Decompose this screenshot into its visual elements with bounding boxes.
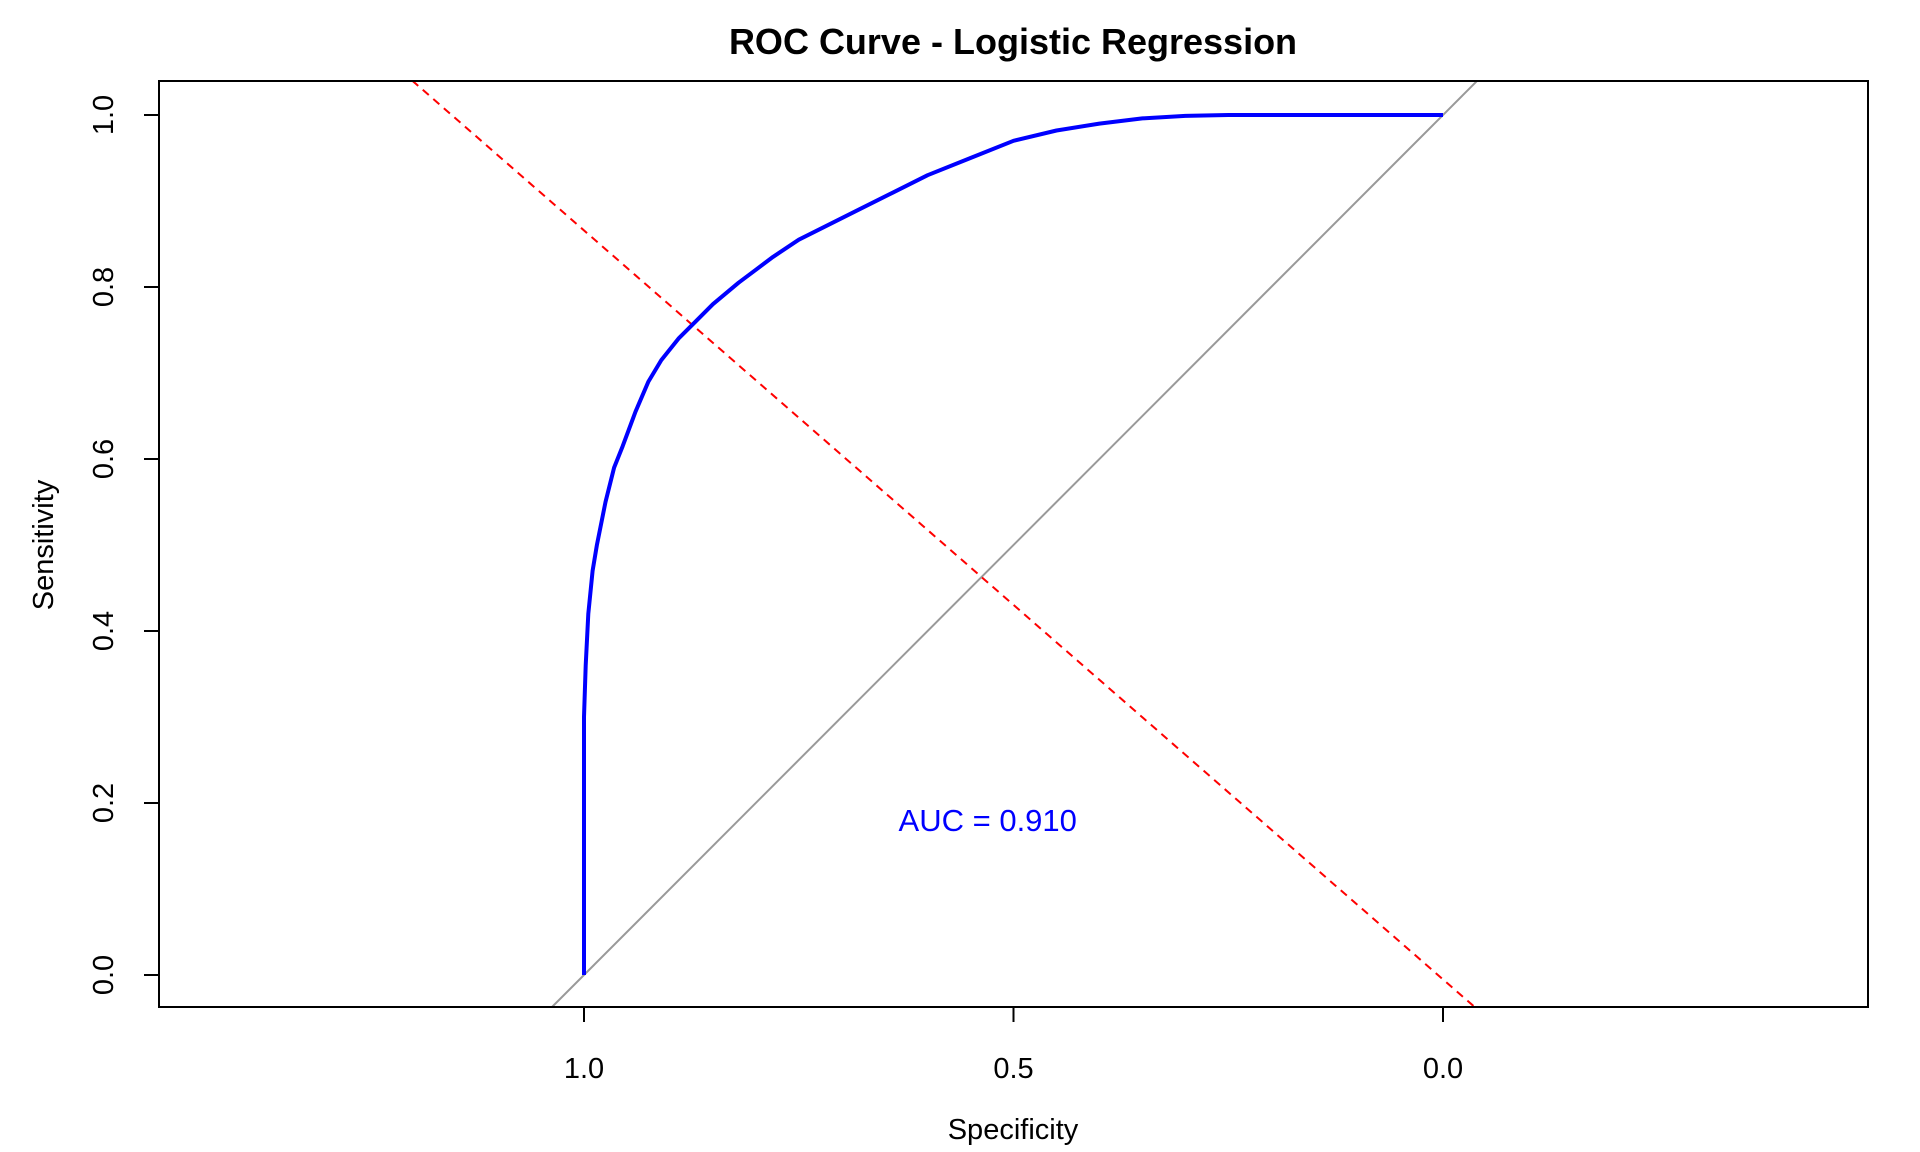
roc-curve-line (582, 113, 1443, 975)
y-tick-label: 1.0 (88, 95, 120, 135)
x-tick-label: 0.5 (993, 1053, 1033, 1085)
y-tick-label: 0.8 (88, 267, 120, 307)
auc-annotation: AUC = 0.910 (899, 803, 1077, 838)
y-axis-label: Sensitivity (28, 479, 60, 610)
chart-title: ROC Curve - Logistic Regression (729, 21, 1297, 62)
y-tick-label: 0.0 (88, 955, 120, 995)
reference-dashed-line (411, 81, 1477, 1007)
x-tick-label: 1.0 (564, 1053, 604, 1085)
x-tick-label: 0.0 (1423, 1053, 1463, 1085)
y-tick-label: 0.2 (88, 783, 120, 823)
y-tick-label: 0.6 (88, 439, 120, 479)
y-tick-label: 0.4 (88, 611, 120, 651)
chance-diagonal-line (550, 81, 1479, 1007)
x-axis-label: Specificity (948, 1114, 1079, 1146)
